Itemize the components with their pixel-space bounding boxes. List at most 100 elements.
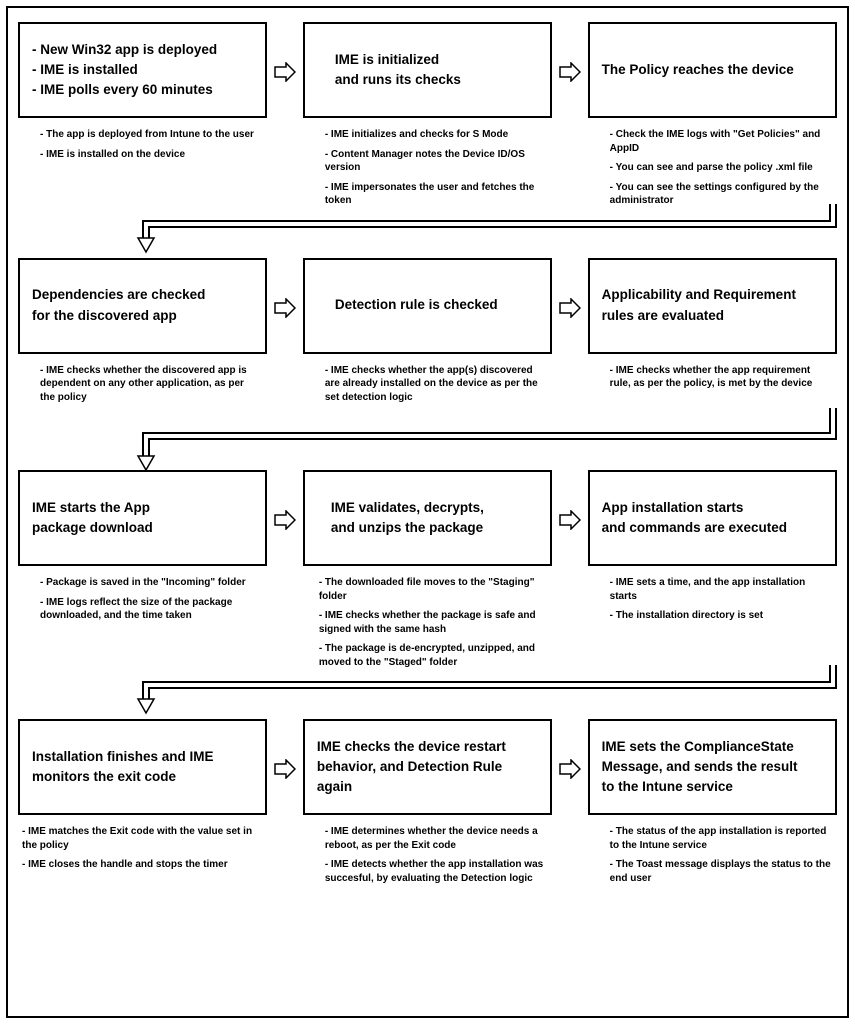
box-2-2-title: Detection rule is checked [317,296,498,314]
title-line: App installation starts [602,499,787,517]
box-3-2: IME validates, decrypts, and unzips the … [303,470,552,566]
box-2-1-title: Dependencies are checked for the discove… [32,286,205,324]
detail-line: - IME logs reflect the size of the packa… [40,596,261,623]
title-line: IME is initialized [335,51,461,69]
cell-1-2: IME is initialized and runs its checks -… [303,22,552,214]
detail-line: - Check the IME logs with "Get Policies"… [610,128,831,155]
box-1-3-title: The Policy reaches the device [602,61,794,79]
title-line: rules are evaluated [602,307,796,325]
title-line: IME sets the ComplianceState [602,738,798,756]
cell-3-3: App installation starts and commands are… [588,470,837,629]
detail-line: - You can see and parse the policy .xml … [610,161,831,175]
details-4-1: - IME matches the Exit code with the val… [18,815,267,878]
detail-line: - IME checks whether the app(s) discover… [325,364,546,405]
box-3-2-title: IME validates, decrypts, and unzips the … [317,499,484,537]
arrow-right-icon [273,470,296,566]
title-line: Applicability and Requirement [602,286,796,304]
title-line: - IME is installed [32,61,217,79]
detail-line: - IME sets a time, and the app installat… [610,576,831,603]
box-3-1-title: IME starts the App package download [32,499,153,537]
box-1-2-title: IME is initialized and runs its checks [317,51,461,89]
box-3-3: App installation starts and commands are… [588,470,837,566]
detail-line: - The status of the app installation is … [610,825,831,852]
detail-line: - Content Manager notes the Device ID/OS… [325,148,546,175]
cell-2-1: Dependencies are checked for the discove… [18,258,267,411]
detail-line: - The app is deployed from Intune to the… [40,128,261,142]
cell-1-1: - New Win32 app is deployed - IME is ins… [18,22,267,167]
details-2-1: - IME checks whether the discovered app … [18,354,267,411]
title-line: package download [32,519,153,537]
diagram-frame: - New Win32 app is deployed - IME is ins… [6,6,849,1018]
title-line: behavior, and Detection Rule [317,758,506,776]
details-4-3: - The status of the app installation is … [588,815,837,891]
title-line: monitors the exit code [32,768,214,786]
cell-2-3: Applicability and Requirement rules are … [588,258,837,397]
cell-3-2: IME validates, decrypts, and unzips the … [303,470,552,675]
cell-1-3: The Policy reaches the device - Check th… [588,22,837,214]
details-1-3: - Check the IME logs with "Get Policies"… [588,118,837,214]
box-1-3: The Policy reaches the device [588,22,837,118]
details-2-2: - IME checks whether the app(s) discover… [303,354,552,411]
details-1-2: - IME initializes and checks for S Mode … [303,118,552,214]
row-4: Installation finishes and IME monitors t… [18,719,837,891]
details-3-1: - Package is saved in the "Incoming" fol… [18,566,267,629]
box-1-2: IME is initialized and runs its checks [303,22,552,118]
box-4-3-title: IME sets the ComplianceState Message, an… [602,738,798,797]
cell-3-1: IME starts the App package download - Pa… [18,470,267,629]
detail-line: - The installation directory is set [610,609,831,623]
arrow-right-icon [558,470,581,566]
details-1-1: - The app is deployed from Intune to the… [18,118,267,167]
title-line: to the Intune service [602,778,798,796]
details-4-2: - IME determines whether the device need… [303,815,552,891]
details-3-3: - IME sets a time, and the app installat… [588,566,837,629]
title-line: - IME polls every 60 minutes [32,81,217,99]
arrow-right-icon [558,258,581,354]
title-line: Message, and sends the result [602,758,798,776]
title-line: Installation finishes and IME [32,748,214,766]
arrow-right-icon [273,22,296,118]
box-2-2: Detection rule is checked [303,258,552,354]
title-line: - New Win32 app is deployed [32,41,217,59]
arrow-right-icon [273,719,296,815]
title-line: The Policy reaches the device [602,62,794,77]
details-3-2: - The downloaded file moves to the "Stag… [303,566,552,675]
title-line: IME checks the device restart [317,738,506,756]
title-line: for the discovered app [32,307,205,325]
box-4-1-title: Installation finishes and IME monitors t… [32,748,214,786]
arrow-right-icon [558,719,581,815]
title-line: Detection rule is checked [335,297,498,312]
box-3-3-title: App installation starts and commands are… [602,499,787,537]
title-line: again [317,778,506,796]
box-4-2: IME checks the device restart behavior, … [303,719,552,815]
detail-line: - IME matches the Exit code with the val… [22,825,261,852]
detail-line: - IME determines whether the device need… [325,825,546,852]
box-1-1: - New Win32 app is deployed - IME is ins… [18,22,267,118]
box-4-1: Installation finishes and IME monitors t… [18,719,267,815]
row-1: - New Win32 app is deployed - IME is ins… [18,22,837,214]
detail-line: - The downloaded file moves to the "Stag… [319,576,546,603]
connector-1-2 [18,214,837,258]
title-line: IME validates, decrypts, [331,499,484,517]
cell-2-2: Detection rule is checked - IME checks w… [303,258,552,411]
arrow-right-icon [273,258,296,354]
box-4-2-title: IME checks the device restart behavior, … [317,738,506,797]
cell-4-2: IME checks the device restart behavior, … [303,719,552,891]
detail-line: - IME checks whether the discovered app … [40,364,261,405]
cell-4-1: Installation finishes and IME monitors t… [18,719,267,878]
box-4-3: IME sets the ComplianceState Message, an… [588,719,837,815]
box-2-3-title: Applicability and Requirement rules are … [602,286,796,324]
title-line: IME starts the App [32,499,153,517]
detail-line: - IME checks whether the package is safe… [319,609,546,636]
row-2: Dependencies are checked for the discove… [18,258,837,411]
details-2-3: - IME checks whether the app requirement… [588,354,837,397]
detail-line: - IME closes the handle and stops the ti… [22,858,261,872]
title-line: and runs its checks [335,71,461,89]
box-2-3: Applicability and Requirement rules are … [588,258,837,354]
detail-line: - IME checks whether the app requirement… [610,364,831,391]
connector-3-4 [18,675,837,719]
cell-4-3: IME sets the ComplianceState Message, an… [588,719,837,891]
box-3-1: IME starts the App package download [18,470,267,566]
title-line: and commands are executed [602,519,787,537]
arrow-right-icon [558,22,581,118]
box-1-1-title: - New Win32 app is deployed - IME is ins… [32,41,217,100]
